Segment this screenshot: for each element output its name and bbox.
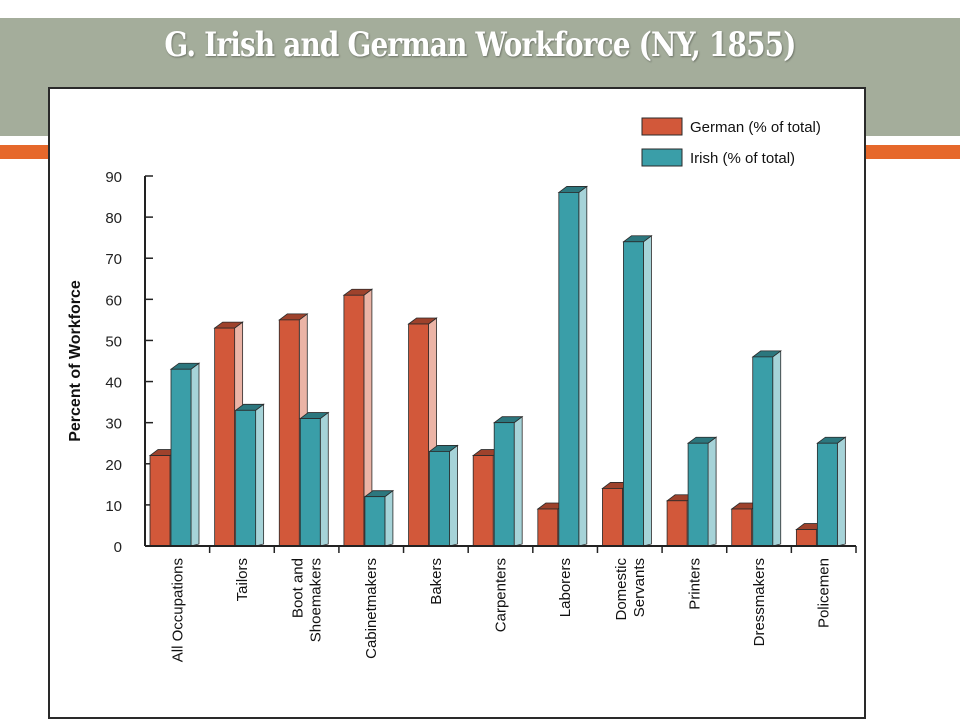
bar-front — [687, 442, 709, 547]
bar — [686, 436, 718, 547]
bar-front — [343, 294, 365, 547]
bar — [169, 362, 201, 547]
y-axis-title: Percent of Workforce — [67, 280, 84, 442]
y-tick-label: 70 — [105, 251, 122, 268]
bar-side — [384, 489, 394, 547]
bar-front — [731, 508, 753, 547]
legend-swatch — [641, 148, 683, 167]
bar — [342, 288, 374, 547]
bar — [751, 350, 782, 547]
bar — [816, 436, 847, 547]
bar-front — [537, 508, 559, 547]
bar — [492, 415, 524, 547]
y-tick-label: 60 — [105, 292, 122, 309]
y-tick-label: 10 — [105, 498, 122, 515]
x-tick-label-line: Bakers — [428, 558, 445, 605]
bar — [428, 444, 459, 547]
x-tick-label: Printers — [686, 558, 703, 610]
y-tick-label: 90 — [105, 169, 122, 186]
bar-front — [429, 451, 450, 547]
x-tick-label-line: Tailors — [234, 558, 251, 601]
bar-front — [816, 442, 838, 547]
bar-front — [666, 500, 688, 547]
bar-side — [513, 415, 523, 547]
bar-front — [752, 356, 774, 547]
y-tick-label: 50 — [105, 333, 122, 350]
bar — [363, 489, 395, 547]
bar — [622, 234, 653, 547]
slide-title: G. Irish and German Workforce (NY, 1855) — [164, 25, 796, 65]
bar-side — [319, 411, 329, 547]
y-tick-label: 20 — [105, 457, 122, 474]
x-tick-label: Tailors — [234, 558, 251, 601]
legend-label: Irish (% of total) — [690, 150, 795, 167]
x-tick-label: Dressmakers — [751, 558, 768, 646]
bar-front — [364, 496, 386, 547]
y-tick-label: 30 — [105, 416, 122, 433]
bar — [299, 411, 330, 547]
bar-front — [493, 422, 515, 547]
x-tick-label-line: All Occupations — [169, 558, 186, 662]
bar-front — [278, 319, 300, 547]
bar-side — [190, 362, 200, 547]
x-tick-label: Laborers — [557, 558, 574, 617]
x-tick-label-line: Servants — [631, 558, 648, 617]
x-tick-label-line: Domestic — [613, 558, 630, 621]
bar-front — [472, 455, 494, 547]
x-tick-label-line: Printers — [686, 558, 703, 610]
bar-front — [408, 323, 429, 547]
chart-frame: 0 10 20 30 40 50 60 70 80 90 Percent of Workforce A… — [48, 87, 866, 719]
bar-front — [214, 327, 236, 547]
bar-front — [623, 241, 644, 547]
legend-label: German (% of total) — [690, 119, 821, 136]
bar-front — [235, 409, 257, 547]
bar-front — [558, 192, 580, 547]
bar-side — [449, 444, 458, 547]
accent-stripe-left — [0, 145, 50, 159]
bar-side — [255, 403, 265, 547]
x-tick-label: Boot andShoemakers — [290, 558, 325, 642]
bar-side — [772, 350, 782, 547]
bar-front — [795, 529, 817, 547]
bar — [557, 185, 589, 547]
bar-front — [602, 488, 623, 547]
legend-swatch — [641, 117, 683, 136]
x-tick-label: Cabinetmakers — [363, 558, 380, 659]
x-tick-label-line: Boot and — [290, 558, 307, 618]
x-tick-label: All Occupations — [169, 558, 186, 662]
x-tick-label-line: Cabinetmakers — [363, 558, 380, 659]
x-tick-label-line: Policemen — [816, 558, 833, 628]
bar-front — [299, 418, 321, 547]
x-tick-label: DomesticServants — [613, 558, 648, 621]
y-tick-label: 40 — [105, 375, 122, 392]
bar-front — [149, 455, 171, 547]
accent-stripe-right — [866, 145, 960, 159]
bar-side — [707, 436, 717, 547]
y-tick-label: 80 — [105, 210, 122, 227]
bar-front — [170, 368, 192, 547]
bar-side — [643, 234, 652, 547]
bar — [234, 403, 265, 547]
bar-chart: 0 10 20 30 40 50 60 70 80 90 Percent of Workforce A… — [67, 117, 857, 662]
bar-side — [836, 436, 846, 547]
x-tick-label: Policemen — [816, 558, 833, 628]
x-tick-label-line: Laborers — [557, 558, 574, 617]
x-tick-label-line: Carpenters — [493, 558, 510, 632]
x-tick-label-line: Dressmakers — [751, 558, 768, 646]
bar-side — [578, 185, 588, 547]
y-tick-label: 0 — [114, 539, 122, 556]
x-tick-label: Bakers — [428, 558, 445, 605]
x-tick-label: Carpenters — [493, 558, 510, 632]
x-tick-label-line: Shoemakers — [308, 558, 325, 642]
